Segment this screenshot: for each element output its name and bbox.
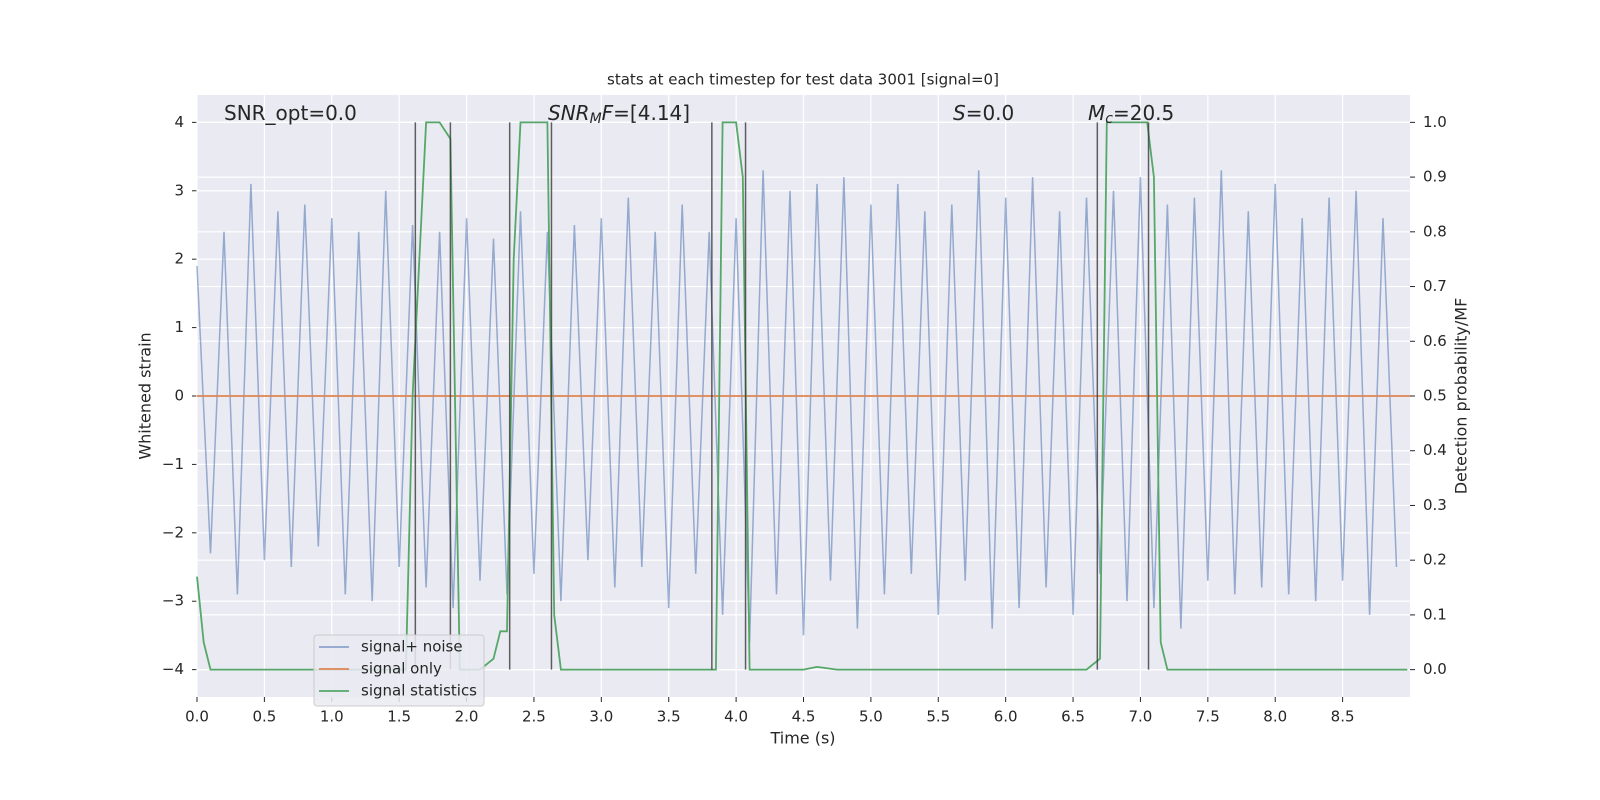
y2-tick-label: 0.2 [1423, 551, 1447, 569]
x-tick-label: 3.0 [589, 708, 613, 726]
legend-label: signal statistics [361, 682, 477, 700]
annotation: Mc=20.5 [1088, 101, 1174, 128]
y2-axis-label: Detection probability/MF [1452, 298, 1471, 495]
x-tick-label: 8.5 [1331, 708, 1355, 726]
x-tick-label: 2.0 [455, 708, 479, 726]
y2-tick-label: 0.1 [1423, 605, 1447, 623]
annotation-part: S [953, 101, 966, 125]
legend-box [313, 634, 485, 707]
x-tick-label: 0.5 [252, 708, 276, 726]
annotation-part: SNR [548, 101, 590, 125]
y-axis-label: Whitened strain [136, 332, 155, 459]
annotation-part: =20.5 [1113, 101, 1174, 125]
annotation-part: F [602, 101, 614, 125]
y2-tick-label: 0.6 [1423, 332, 1447, 350]
x-tick-label: 1.0 [320, 708, 344, 726]
annotation-part: =0.0 [966, 101, 1015, 125]
annotation: S=0.0 [953, 101, 1014, 125]
annotation-part: SNR_opt=0.0 [224, 101, 357, 125]
legend-label: signal only [361, 660, 442, 678]
y-tick-label: 3 [174, 181, 184, 199]
x-tick-label: 0.0 [185, 708, 209, 726]
y2-tick-label: 0.7 [1423, 277, 1447, 295]
y-tick-label: −4 [162, 660, 184, 678]
y2-tick-label: 0.3 [1423, 496, 1447, 514]
x-tick-label: 7.5 [1196, 708, 1220, 726]
y-tick-label: 0 [174, 387, 184, 405]
annotation-part: =[4.14] [613, 101, 690, 125]
y-tick-label: −3 [162, 592, 184, 610]
x-tick-label: 2.5 [522, 708, 546, 726]
chart-title: stats at each timestep for test data 300… [607, 71, 999, 89]
legend-label: signal+ noise [361, 638, 463, 656]
x-tick-label: 3.5 [657, 708, 681, 726]
x-tick-label: 5.0 [859, 708, 883, 726]
annotation: SNRMF=[4.14] [548, 101, 690, 128]
y-tick-label: −2 [162, 523, 184, 541]
x-tick-label: 1.5 [387, 708, 411, 726]
y-tick-label: 1 [174, 318, 184, 336]
y2-tick-label: 0.5 [1423, 387, 1447, 405]
x-tick-label: 7.0 [1129, 708, 1153, 726]
y2-tick-label: 0.4 [1423, 441, 1447, 459]
y2-tick-label: 0.9 [1423, 168, 1447, 186]
y-tick-label: 4 [174, 113, 184, 131]
y-tick-label: 2 [174, 250, 184, 268]
y-tick-label: −1 [162, 455, 184, 473]
y2-tick-label: 0.0 [1423, 660, 1447, 678]
x-tick-label: 6.0 [994, 708, 1018, 726]
series-line [196, 121, 1408, 671]
x-tick-label: 4.0 [724, 708, 748, 726]
annotation-part: M [1088, 101, 1105, 125]
annotation: SNR_opt=0.0 [224, 101, 357, 125]
x-axis-label: Time (s) [769, 729, 835, 748]
y2-tick-label: 1.0 [1423, 113, 1447, 131]
x-tick-label: 4.5 [792, 708, 816, 726]
annotation-part: M [590, 111, 602, 127]
x-tick-label: 8.0 [1263, 708, 1287, 726]
annotation-part: c [1105, 111, 1113, 127]
x-tick-label: 6.5 [1061, 708, 1085, 726]
x-tick-label: 5.5 [926, 708, 950, 726]
y2-tick-label: 0.8 [1423, 222, 1447, 240]
series-line [196, 170, 1398, 643]
